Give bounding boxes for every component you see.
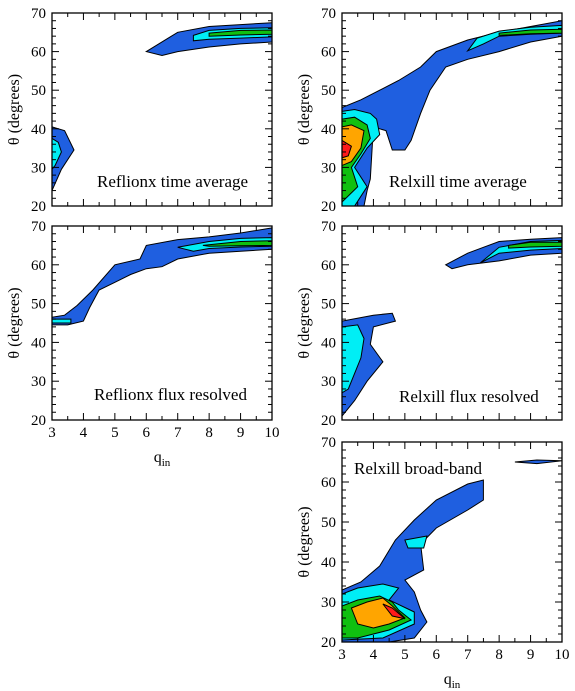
contour-panel: 3 4 5 6 7 8 9 10 20 30 40 50 60 70 θ (degrees) qin Relxi… (296, 435, 570, 691)
y-tick-label: 20 (31, 413, 46, 429)
x-axis-title: qin (444, 671, 461, 691)
contour-panel: 20 30 40 50 60 70 θ (degrees) Relxill time aver… (296, 6, 563, 215)
contour-region-level-3 (202, 240, 272, 247)
contour-region-level-4 (350, 597, 406, 629)
contour-region-level-2 (342, 324, 365, 394)
contour-region-level-1 (52, 227, 272, 326)
y-tick-label: 40 (321, 122, 336, 138)
y-tick-label: 70 (321, 435, 336, 451)
y-axis-title: θ (degrees) (6, 287, 23, 358)
y-tick-label: 30 (31, 160, 46, 176)
y-tick-label: 20 (321, 635, 336, 651)
y-tick-label: 40 (31, 335, 46, 351)
y-tick-label: 70 (321, 6, 336, 22)
contour-region-level-2 (52, 318, 72, 324)
y-tick-label: 70 (31, 219, 46, 235)
contour-regions (52, 227, 272, 326)
y-tick-label: 50 (31, 83, 46, 99)
y-tick-label: 20 (31, 199, 46, 215)
contour-region-level-2 (52, 137, 62, 171)
y-tick-label: 20 (321, 199, 336, 215)
x-tick-label: 4 (80, 425, 88, 441)
contour-region-level-1 (514, 459, 562, 465)
x-tick-label: 5 (111, 425, 119, 441)
x-axis-title: qin (154, 449, 171, 469)
x-tick-label: 3 (338, 647, 346, 663)
y-tick-label: 20 (321, 413, 336, 429)
y-axis-title: θ (degrees) (6, 74, 23, 145)
contour-regions (342, 20, 562, 206)
y-axis-title: θ (degrees) (296, 287, 313, 358)
y-tick-label: 70 (321, 219, 336, 235)
x-tick-label: 8 (205, 425, 213, 441)
contour-region-level-3 (508, 241, 562, 249)
y-tick-label: 50 (321, 83, 336, 99)
x-tick-label: 3 (48, 425, 56, 441)
x-tick-label: 9 (237, 425, 245, 441)
y-tick-label: 30 (31, 374, 46, 390)
x-axis-title-subscript: in (162, 457, 171, 469)
x-axis-title-subscript: in (452, 679, 461, 691)
contour-region-level-2 (404, 535, 428, 549)
panel-label: Relxill broad-band (354, 459, 482, 478)
x-tick-label: 9 (527, 647, 535, 663)
y-tick-label: 60 (321, 45, 336, 61)
contour-region-level-3 (208, 29, 272, 37)
y-tick-label: 60 (31, 45, 46, 61)
panel-label: Reflionx time average (97, 172, 248, 191)
contour-region-level-3 (498, 28, 562, 36)
x-axis-title-main: q (444, 671, 452, 688)
contour-region-level-5 (382, 603, 406, 620)
x-tick-label: 10 (555, 647, 570, 663)
y-axis-title: θ (degrees) (296, 74, 313, 145)
x-tick-label: 7 (464, 647, 472, 663)
y-tick-label: 70 (31, 6, 46, 22)
x-tick-label: 7 (174, 425, 182, 441)
x-tick-label: 8 (495, 647, 503, 663)
y-tick-label: 50 (321, 515, 336, 531)
panel-label: Relxill time average (389, 172, 527, 191)
y-tick-label: 60 (321, 258, 336, 274)
contour-panel: 20 30 40 50 60 70 θ (degrees) Relxill flux reso… (296, 219, 563, 429)
contour-regions (342, 237, 562, 417)
x-tick-label: 4 (370, 647, 378, 663)
panel-label: Reflionx flux resolved (94, 385, 247, 404)
y-axis-title: θ (degrees) (296, 506, 313, 577)
y-tick-label: 60 (321, 475, 336, 491)
panel-label: Relxill flux resolved (399, 387, 539, 406)
contour-regions (342, 459, 562, 642)
y-tick-label: 50 (31, 297, 46, 313)
x-axis-title-main: q (154, 449, 162, 466)
y-tick-label: 40 (321, 555, 336, 571)
y-tick-label: 30 (321, 374, 336, 390)
y-tick-label: 40 (31, 122, 46, 138)
x-tick-label: 10 (265, 425, 280, 441)
y-tick-label: 30 (321, 160, 336, 176)
y-tick-label: 50 (321, 297, 336, 313)
contour-regions (52, 22, 272, 191)
x-tick-label: 5 (401, 647, 409, 663)
contour-panel: 3 4 5 6 7 8 9 10 20 30 40 50 60 70 θ (degrees) qin Refli… (6, 219, 280, 469)
contour-panel: 20 30 40 50 60 70 θ (degrees) Reflionx time ave… (6, 6, 273, 215)
y-tick-label: 30 (321, 595, 336, 611)
x-tick-label: 6 (143, 425, 151, 441)
x-tick-label: 6 (433, 647, 441, 663)
y-tick-label: 40 (321, 335, 336, 351)
contour-region-level-5 (342, 139, 352, 159)
y-tick-label: 60 (31, 258, 46, 274)
